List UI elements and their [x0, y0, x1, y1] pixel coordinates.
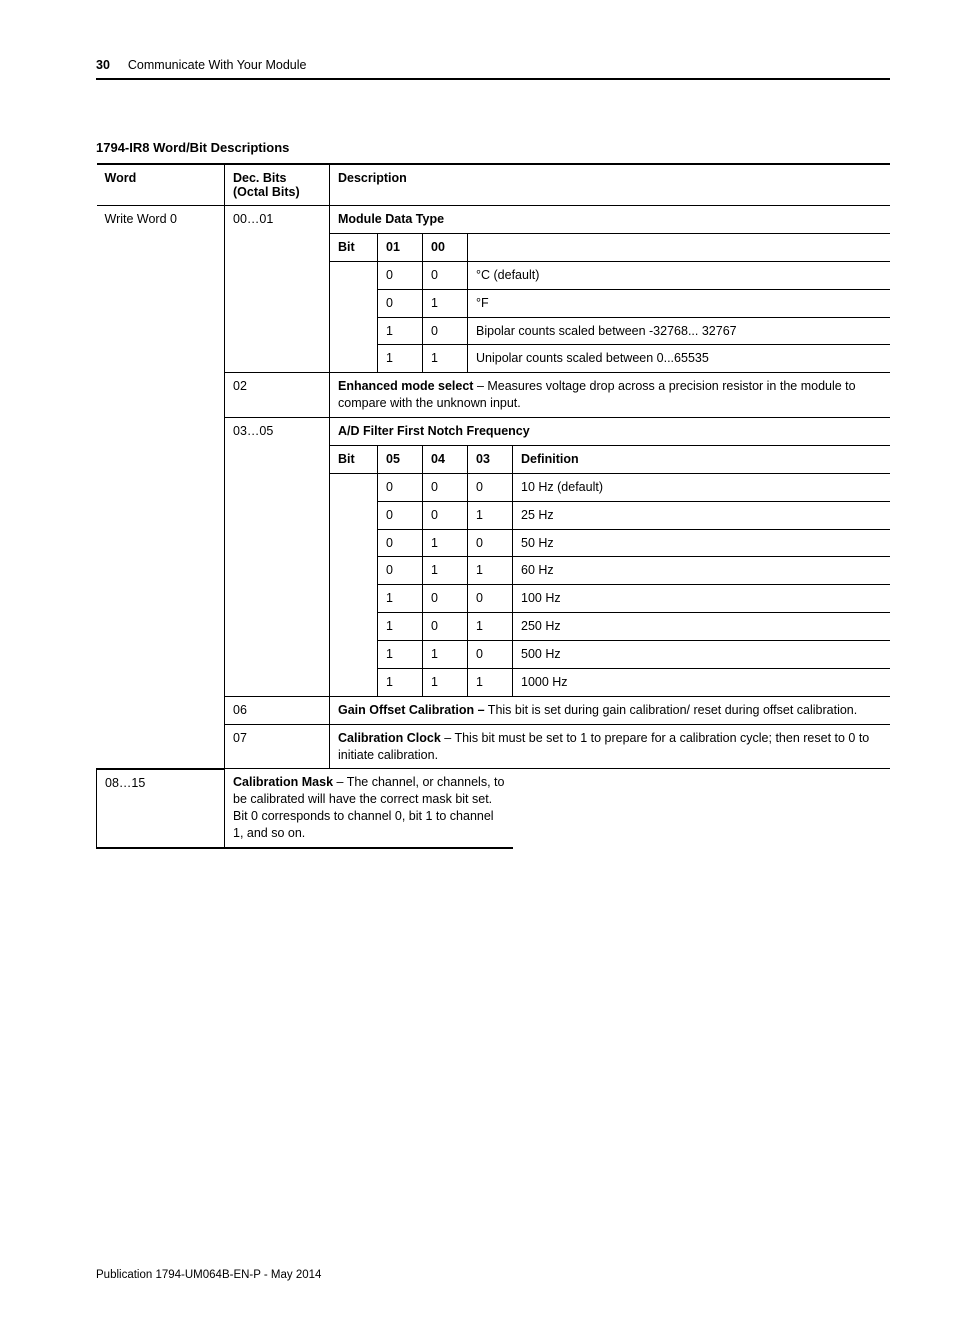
bit-value: 1 — [423, 345, 468, 373]
bit-value: 1 — [378, 345, 423, 373]
calibration-clock-desc: Calibration Clock – This bit must be set… — [330, 724, 891, 769]
dec-bits-cell: 07 — [225, 724, 330, 769]
bit-01-header: 01 — [378, 233, 423, 261]
bold-part: Calibration Mask — [233, 775, 333, 789]
col-dec-bits: Dec. Bits (Octal Bits) — [225, 164, 330, 206]
bit-value: 1 — [378, 641, 423, 669]
bit-value: 1 — [378, 668, 423, 696]
bit-blank — [330, 261, 378, 373]
bit-value: 1 — [423, 289, 468, 317]
calibration-mask-desc: Calibration Mask – The channel, or chann… — [225, 769, 513, 848]
definition-header: Definition — [513, 445, 891, 473]
bit-05-header: 05 — [378, 445, 423, 473]
bit-definition: Bipolar counts scaled between -32768... … — [468, 317, 891, 345]
bit-value: 0 — [378, 557, 423, 585]
bit-definition: 25 Hz — [513, 501, 891, 529]
bit-value: 0 — [423, 501, 468, 529]
bit-value: 1 — [378, 613, 423, 641]
bit-blank — [330, 473, 378, 696]
bit-04-header: 04 — [423, 445, 468, 473]
gain-offset-desc: Gain Offset Calibration – This bit is se… — [330, 696, 891, 724]
bit-value: 0 — [423, 317, 468, 345]
dec-bits-cell: 02 — [225, 373, 330, 418]
ad-filter-header: A/D Filter First Notch Frequency — [330, 418, 891, 446]
enhanced-mode-desc: Enhanced mode select – Measures voltage … — [330, 373, 891, 418]
dec-bits-cell: 03…05 — [225, 418, 330, 697]
bit-definition: 60 Hz — [513, 557, 891, 585]
bit-definition: 50 Hz — [513, 529, 891, 557]
bit-definition: 500 Hz — [513, 641, 891, 669]
bit-value: 0 — [423, 473, 468, 501]
bit-definition: 1000 Hz — [513, 668, 891, 696]
bold-part: Gain Offset Calibration – — [338, 703, 485, 717]
bit-value: 0 — [378, 473, 423, 501]
publication-footer: Publication 1794-UM064B-EN-P - May 2014 — [96, 1269, 890, 1281]
word-cell: Write Word 0 — [97, 206, 225, 769]
page-number: 30 — [96, 58, 110, 72]
bit-definition: °F — [468, 289, 891, 317]
bit-value: 0 — [468, 529, 513, 557]
bit-definition: 250 Hz — [513, 613, 891, 641]
col-description: Description — [330, 164, 891, 206]
bit-value: 0 — [468, 473, 513, 501]
bit-value: 0 — [423, 613, 468, 641]
bit-header: Bit — [330, 445, 378, 473]
table-header-row: Word Dec. Bits (Octal Bits) Description — [97, 164, 891, 206]
bit-definition: °C (default) — [468, 261, 891, 289]
dec-bits-cell: 00…01 — [225, 206, 330, 373]
bit-value: 1 — [423, 557, 468, 585]
bit-value: 1 — [378, 585, 423, 613]
bit-value: 1 — [378, 317, 423, 345]
bit-value: 1 — [468, 501, 513, 529]
bit-header: Bit — [330, 233, 378, 261]
bold-part: Enhanced mode select — [338, 379, 473, 393]
bit-value: 1 — [468, 557, 513, 585]
bit-value: 0 — [378, 289, 423, 317]
bit-value: 1 — [468, 668, 513, 696]
bold-part: Calibration Clock — [338, 731, 441, 745]
table-title: 1794-IR8 Word/Bit Descriptions — [96, 140, 890, 155]
bit-definition: Unipolar counts scaled between 0...65535 — [468, 345, 891, 373]
bit-definition: 100 Hz — [513, 585, 891, 613]
bit-00-header: 00 — [423, 233, 468, 261]
col-word: Word — [97, 164, 225, 206]
table-row: Write Word 0 00…01 Module Data Type — [97, 206, 891, 234]
dec-bits-cell: 06 — [225, 696, 330, 724]
bit-definition: 10 Hz (default) — [513, 473, 891, 501]
bit-description-table: Word Dec. Bits (Octal Bits) Description … — [96, 163, 890, 849]
bit-value: 1 — [423, 668, 468, 696]
dec-bits-cell: 08…15 — [97, 769, 225, 848]
page-container: 30 Communicate With Your Module 1794-IR8… — [0, 0, 954, 1321]
bit-value: 1 — [423, 641, 468, 669]
bit-value: 1 — [468, 613, 513, 641]
bit-value: 0 — [423, 261, 468, 289]
table-row: 08…15 Calibration Mask – The channel, or… — [97, 769, 891, 848]
page-header: 30 Communicate With Your Module — [96, 58, 890, 80]
bit-03-header: 03 — [468, 445, 513, 473]
bit-value: 0 — [378, 501, 423, 529]
section-name: Communicate With Your Module — [128, 58, 307, 72]
module-data-type-header: Module Data Type — [330, 206, 891, 234]
bit-value: 0 — [378, 529, 423, 557]
bit-value: 0 — [468, 641, 513, 669]
bit-value: 0 — [468, 585, 513, 613]
rest-part: This bit is set during gain calibration/… — [485, 703, 858, 717]
bit-value: 1 — [423, 529, 468, 557]
bit-value: 0 — [378, 261, 423, 289]
empty-cell — [468, 233, 891, 261]
bit-value: 0 — [423, 585, 468, 613]
